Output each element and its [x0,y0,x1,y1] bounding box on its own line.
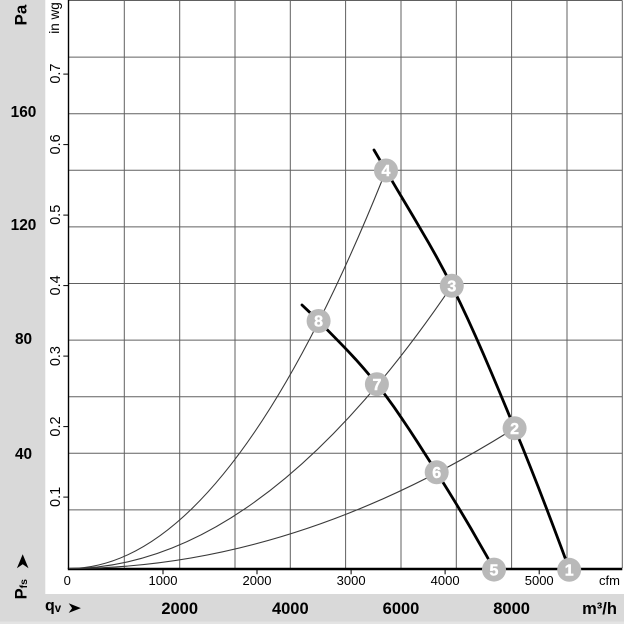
svg-text:80: 80 [15,331,32,348]
svg-text:in wg: in wg [47,2,62,34]
svg-text:3: 3 [447,279,456,296]
svg-text:0.4: 0.4 [48,275,64,295]
svg-text:0.5: 0.5 [48,205,64,225]
svg-text:120: 120 [11,217,37,234]
svg-text:cfm: cfm [599,573,620,588]
svg-text:8: 8 [314,314,323,331]
svg-text:0: 0 [64,573,71,588]
svg-text:5: 5 [490,562,499,579]
svg-text:1: 1 [565,563,574,580]
svg-text:0.6: 0.6 [48,134,64,154]
svg-text:8000: 8000 [493,600,530,618]
svg-text:6: 6 [432,465,441,482]
svg-text:7: 7 [372,377,381,394]
svg-text:2: 2 [510,421,519,438]
svg-text:4: 4 [382,163,391,180]
svg-text:4000: 4000 [272,600,309,618]
svg-text:2000: 2000 [161,600,198,618]
svg-text:0.2: 0.2 [48,416,64,436]
svg-text:6000: 6000 [383,600,420,618]
svg-text:160: 160 [11,104,37,121]
svg-text:5000: 5000 [525,573,554,588]
svg-text:0.3: 0.3 [48,346,64,366]
svg-text:0.7: 0.7 [48,64,64,84]
svg-text:40: 40 [15,446,32,463]
svg-text:3000: 3000 [337,573,366,588]
svg-text:Pa: Pa [12,4,31,25]
svg-text:2000: 2000 [243,573,272,588]
svg-text:1000: 1000 [149,573,178,588]
svg-text:0.1: 0.1 [48,487,64,507]
svg-text:m³/h: m³/h [582,600,617,618]
svg-text:4000: 4000 [431,573,460,588]
